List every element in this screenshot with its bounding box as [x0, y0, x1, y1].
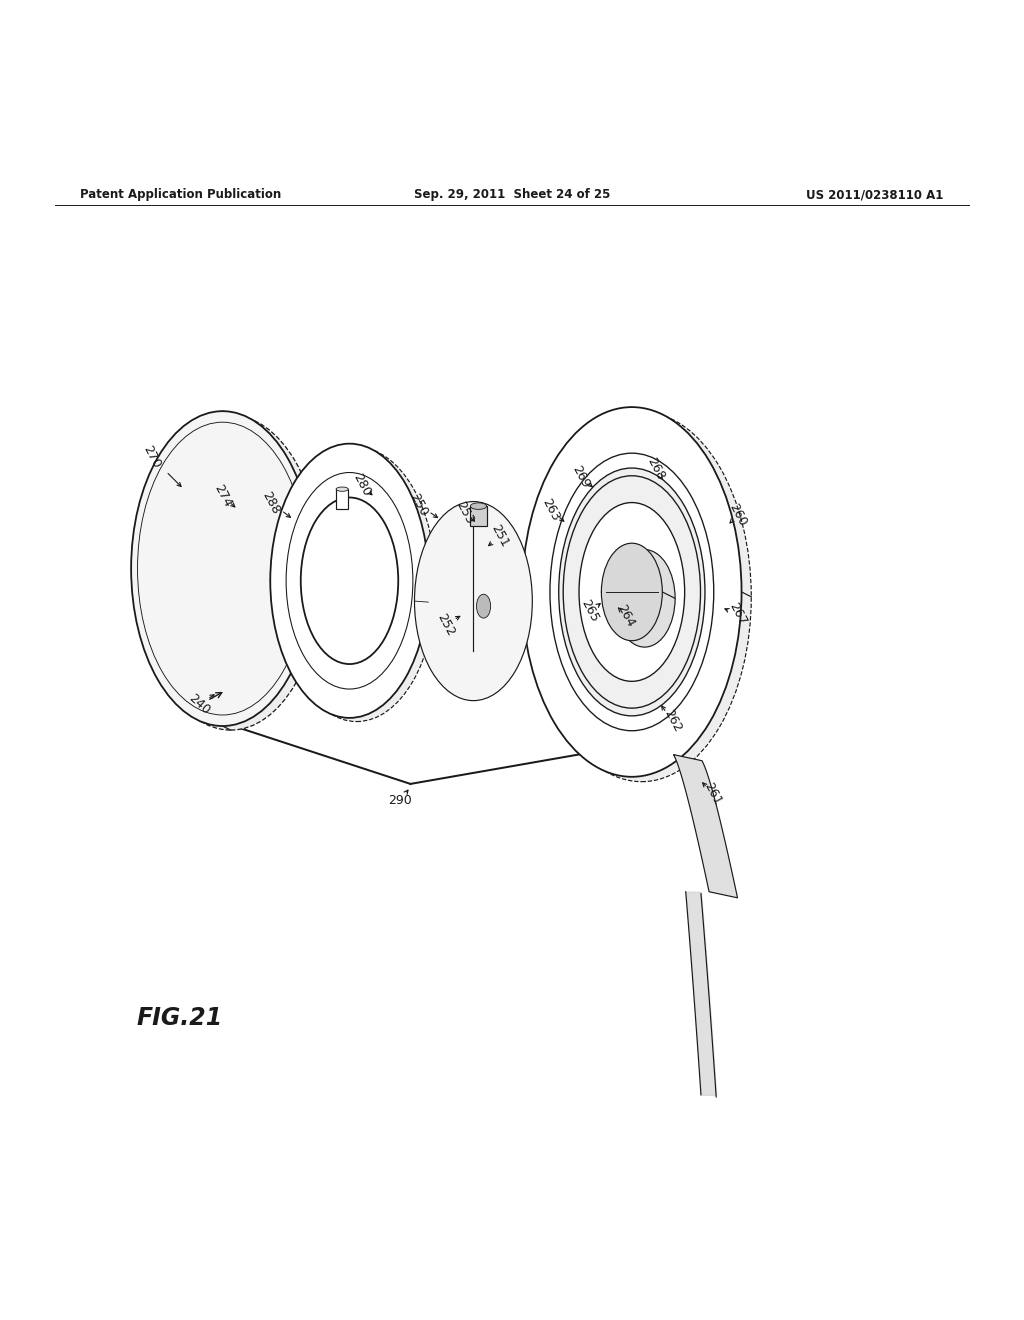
Bar	[470, 506, 486, 527]
Text: US 2011/0238110 A1: US 2011/0238110 A1	[806, 189, 944, 202]
Ellipse shape	[470, 585, 494, 626]
Text: Sep. 29, 2011  Sheet 24 of 25: Sep. 29, 2011 Sheet 24 of 25	[414, 189, 610, 202]
Ellipse shape	[270, 444, 429, 718]
Ellipse shape	[308, 502, 406, 668]
Ellipse shape	[139, 416, 323, 730]
Ellipse shape	[559, 469, 705, 715]
Text: 264: 264	[614, 602, 637, 628]
Ellipse shape	[522, 407, 741, 776]
Ellipse shape	[278, 447, 436, 722]
Text: 262: 262	[662, 708, 684, 734]
Ellipse shape	[601, 544, 663, 640]
Text: 260: 260	[726, 502, 749, 528]
Text: 252: 252	[434, 611, 458, 638]
Text: 268: 268	[645, 455, 668, 483]
Text: 240: 240	[186, 692, 212, 718]
Ellipse shape	[301, 498, 398, 664]
Ellipse shape	[550, 453, 714, 731]
Text: FIG.21: FIG.21	[136, 1006, 222, 1030]
Text: 265: 265	[579, 598, 601, 624]
Text: 269: 269	[569, 463, 592, 491]
Ellipse shape	[563, 475, 700, 708]
Text: 251: 251	[488, 523, 511, 549]
Text: 290: 290	[388, 793, 412, 807]
Text: 250: 250	[408, 491, 430, 519]
Text: Patent Application Publication: Patent Application Publication	[80, 189, 282, 202]
Ellipse shape	[286, 473, 413, 689]
Text: 270: 270	[140, 444, 163, 470]
Text: 263: 263	[540, 496, 562, 523]
Text: 288: 288	[260, 488, 283, 516]
Text: 280: 280	[350, 471, 373, 499]
Ellipse shape	[456, 565, 503, 644]
Ellipse shape	[470, 503, 486, 510]
Ellipse shape	[442, 544, 513, 663]
Ellipse shape	[614, 549, 675, 647]
Ellipse shape	[137, 422, 307, 715]
Ellipse shape	[579, 503, 685, 681]
Bar	[336, 490, 348, 510]
Text: 274: 274	[211, 482, 233, 510]
Ellipse shape	[428, 523, 522, 681]
Ellipse shape	[476, 594, 490, 618]
Ellipse shape	[131, 411, 314, 726]
Text: 261: 261	[701, 780, 724, 808]
Ellipse shape	[415, 502, 532, 701]
Text: 267: 267	[726, 601, 749, 628]
Ellipse shape	[336, 487, 348, 491]
Polygon shape	[674, 755, 737, 898]
Ellipse shape	[531, 412, 752, 781]
Text: 253: 253	[454, 499, 476, 527]
